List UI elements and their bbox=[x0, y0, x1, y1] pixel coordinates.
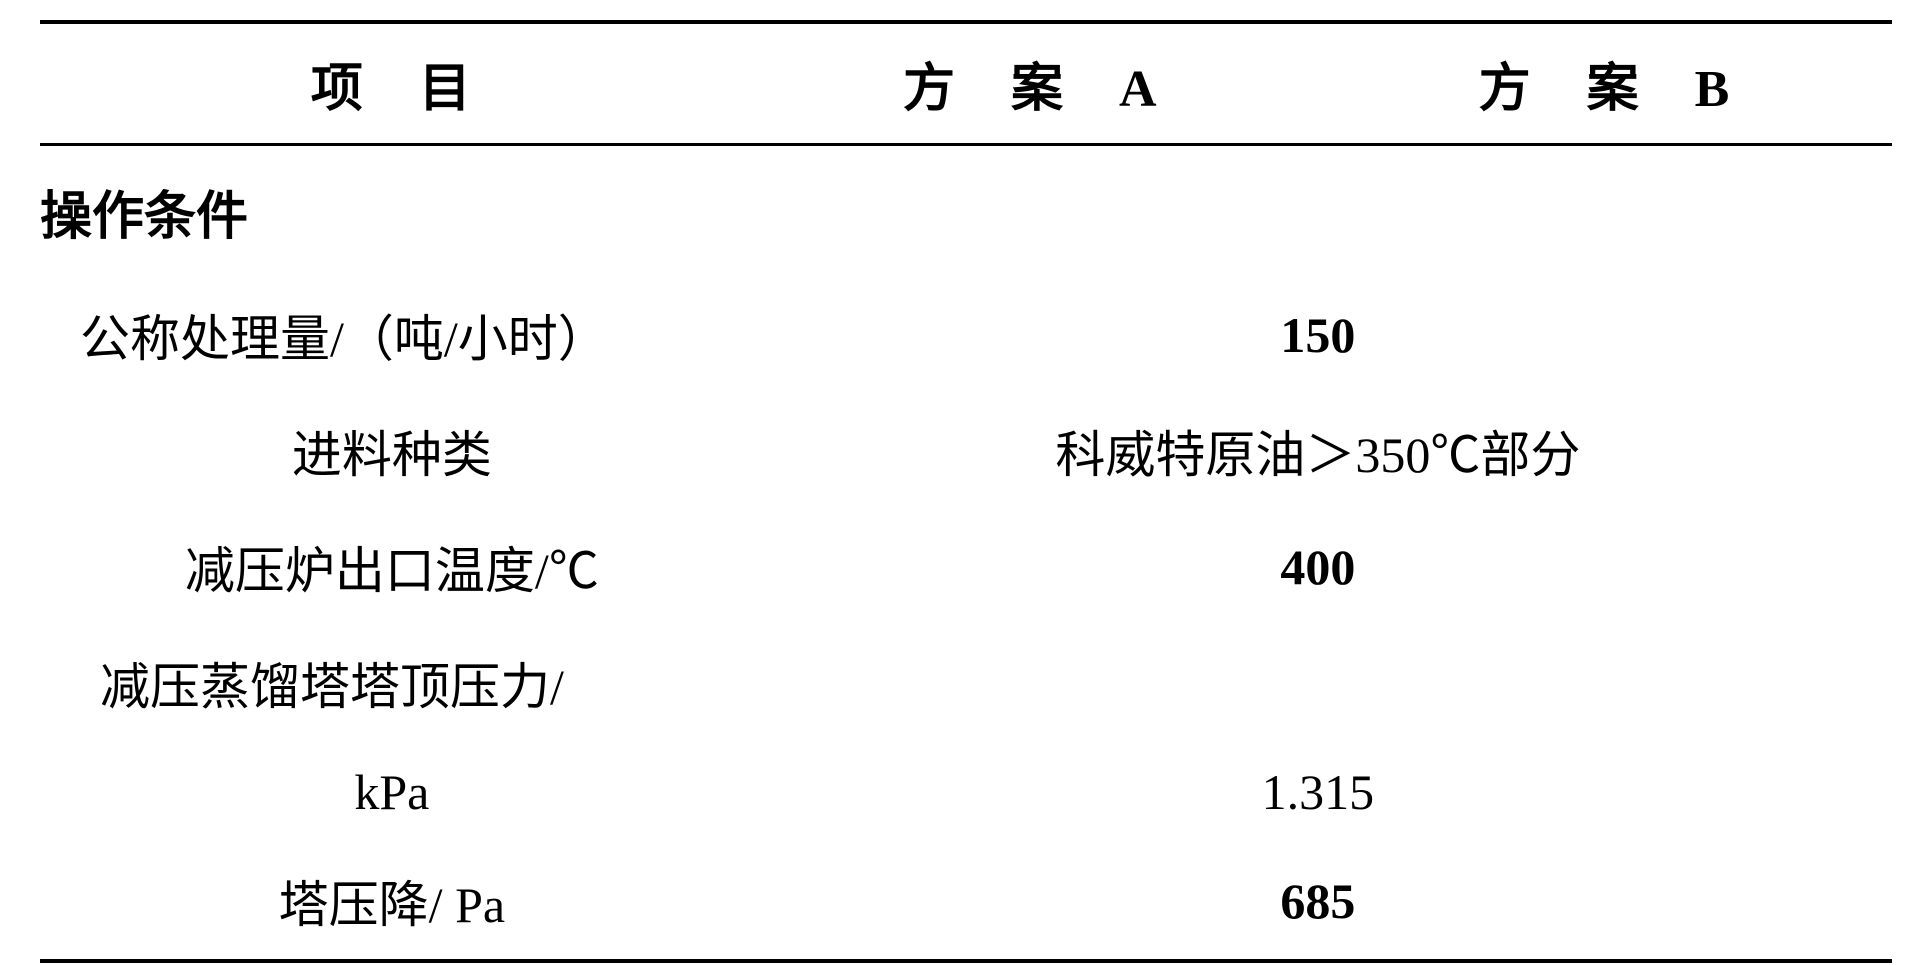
row-top-pressure-label1: 减压蒸馏塔塔顶压力/ bbox=[40, 625, 1892, 741]
row-furnace: 减压炉出口温度/℃ 400 bbox=[40, 509, 1892, 625]
header-plan-a: 方 案 A bbox=[744, 24, 1318, 145]
top-pressure-label-line1: 减压蒸馏塔塔顶压力/ bbox=[40, 625, 744, 741]
top-pressure-empty bbox=[744, 625, 1892, 741]
feed-value: 科威特原油＞350℃部分 bbox=[744, 393, 1892, 509]
header-plan-b: 方 案 B bbox=[1318, 24, 1892, 145]
header-item: 项 目 bbox=[40, 24, 744, 145]
header-row: 项 目 方 案 A 方 案 B bbox=[40, 24, 1892, 145]
row-top-pressure-value: kPa 1.315 bbox=[40, 741, 1892, 843]
data-table: 项 目 方 案 A 方 案 B 操作条件 公称处理量/（吨/小时） 150 进料… bbox=[40, 20, 1892, 963]
row-feed: 进料种类 科威特原油＞350℃部分 bbox=[40, 393, 1892, 509]
feed-label: 进料种类 bbox=[40, 393, 744, 509]
furnace-value: 400 bbox=[744, 509, 1892, 625]
top-pressure-label-line2: kPa bbox=[40, 741, 744, 843]
drop-value: 685 bbox=[744, 843, 1892, 961]
row-capacity: 公称处理量/（吨/小时） 150 bbox=[40, 277, 1892, 393]
capacity-value: 150 bbox=[744, 277, 1892, 393]
row-drop: 塔压降/ Pa 685 bbox=[40, 843, 1892, 961]
furnace-label: 减压炉出口温度/℃ bbox=[40, 509, 744, 625]
section-label: 操作条件 bbox=[40, 146, 1892, 277]
top-pressure-value: 1.315 bbox=[744, 741, 1892, 843]
table-container: 项 目 方 案 A 方 案 B 操作条件 公称处理量/（吨/小时） 150 进料… bbox=[0, 0, 1932, 963]
bottom-rule bbox=[40, 961, 1892, 963]
drop-label: 塔压降/ Pa bbox=[40, 843, 744, 961]
section-row: 操作条件 bbox=[40, 146, 1892, 277]
capacity-label: 公称处理量/（吨/小时） bbox=[40, 277, 744, 393]
